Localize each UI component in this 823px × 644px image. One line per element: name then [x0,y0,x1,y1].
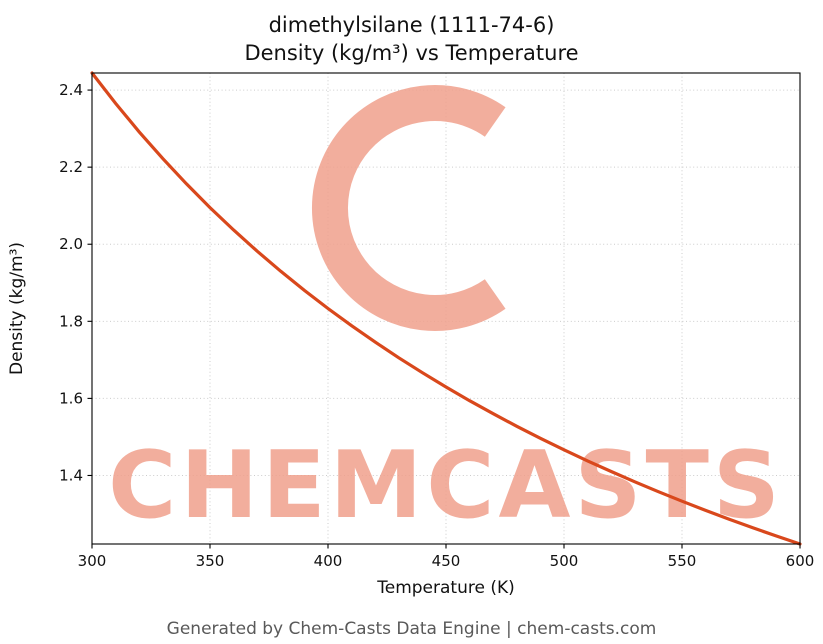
y-tick-label: 1.6 [59,389,83,407]
watermark-logo-c-icon [311,85,506,331]
y-tick-label: 2.0 [59,235,83,253]
x-tick-label: 300 [78,552,107,570]
x-tick-label: 450 [432,552,461,570]
chart-title: dimethylsilane (1111-74-6) Density (kg/m… [0,0,823,67]
y-tick-label: 2.4 [59,81,83,99]
x-tick-label: 550 [668,552,697,570]
x-tick-label: 350 [196,552,225,570]
chart-title-line1: dimethylsilane (1111-74-6) [268,13,555,37]
watermark: CHEMCASTS [108,85,784,539]
tick-labels: 300 350 400 450 500 550 600 1.4 1.6 1.8 2.0 2.2 2.4 [59,81,814,570]
tick-marks [87,89,801,549]
x-tick-label: 500 [550,552,579,570]
chart-title-line2: Density (kg/m³) vs Temperature [244,41,579,65]
y-axis-label: Density (kg/m³) [7,242,27,375]
density-curve [90,71,802,546]
y-tick-label: 1.8 [59,312,83,330]
footer-credit: Generated by Chem-Casts Data Engine | ch… [166,619,657,639]
x-tick-label: 400 [314,552,343,570]
y-tick-label: 1.4 [59,466,83,484]
x-tick-label: 600 [786,552,815,570]
x-axis-label: Temperature (K) [376,578,515,598]
watermark-text: CHEMCASTS [108,431,784,539]
y-tick-label: 2.2 [59,158,83,176]
